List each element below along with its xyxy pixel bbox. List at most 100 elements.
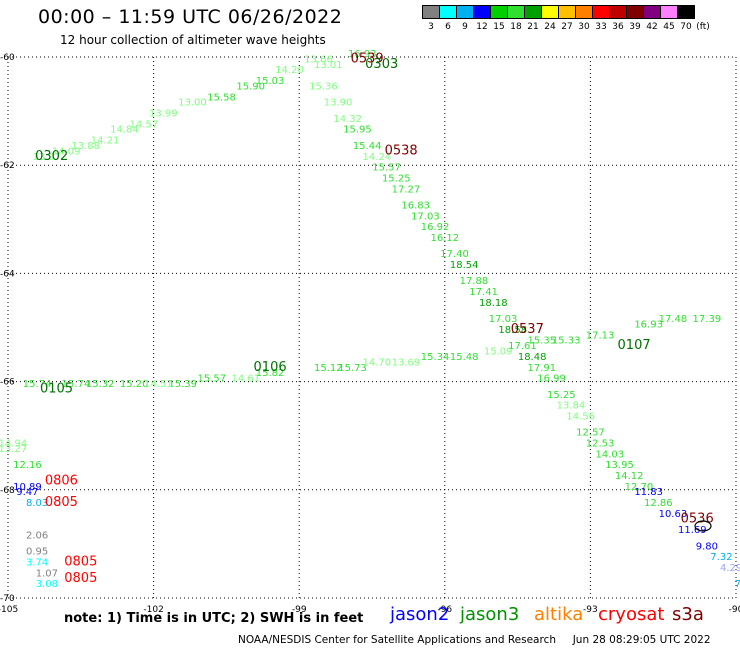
wave-height-value: 9.80 (696, 541, 718, 552)
x-tick-label: -96 (437, 605, 452, 615)
color-scale-label: 18 (510, 22, 522, 32)
color-scale-label: 15 (493, 22, 505, 32)
wave-height-value: 16.92 (421, 222, 450, 233)
wave-height-value: 13.01 (314, 60, 343, 71)
color-scale-label: 30 (578, 22, 590, 32)
wave-height-value: 12.57 (576, 428, 605, 439)
wave-height-value: 0.95 (26, 547, 48, 558)
track-time-label: 0805 (45, 495, 78, 510)
footer-credit: NOAA/NESDIS Center for Satellite Applica… (238, 634, 711, 646)
color-scale-label: 45 (663, 22, 675, 32)
wave-height-value: 13.95 (605, 460, 634, 471)
wave-height-value: 14.70 (363, 357, 392, 368)
coastline-feature (694, 520, 712, 532)
wave-height-value: 14.56 (566, 411, 595, 422)
page-title: 00:00 – 11:59 UTC 06/26/2022 (38, 6, 343, 28)
wave-height-value: 14.21 (91, 136, 120, 147)
wave-height-value: 17.27 (392, 184, 421, 195)
color-scale-swatch (626, 5, 644, 19)
color-scale-swatch (609, 5, 627, 19)
wave-height-value: 14.51 (144, 379, 173, 390)
wave-height-value: 13.66 (304, 54, 333, 65)
y-tick-label: -70 (0, 594, 15, 604)
x-tick-label: -93 (583, 605, 598, 615)
wave-height-value: 14.03 (595, 449, 624, 460)
wave-height-value: 16.12 (430, 233, 459, 244)
legend-item: jason3 (460, 604, 520, 625)
color-scale-swatch (541, 5, 559, 19)
color-scale-label: 3 (428, 22, 434, 32)
wave-height-value: 4.29 (720, 563, 740, 574)
wave-height-value: 15.12 (314, 363, 343, 374)
wave-height-value: 15.25 (382, 173, 411, 184)
wave-height-value: 18.58 (498, 325, 527, 336)
color-scale-label: 36 (612, 22, 624, 32)
wave-height-value: 15.20 (120, 379, 149, 390)
color-scale-swatch (592, 5, 610, 19)
color-scale-label: 12 (476, 22, 488, 32)
map-grid (7, 56, 737, 599)
color-scale-unit: (ft) (696, 22, 710, 32)
track-time-label: 0105 (40, 381, 73, 396)
wave-height-value: 14.32 (333, 114, 362, 125)
wave-height-value: 13.97 (33, 152, 62, 163)
color-scale-swatch (456, 5, 474, 19)
color-scale-swatch (660, 5, 678, 19)
wave-height-value: 13.88 (71, 141, 100, 152)
y-tick-label: -60 (0, 53, 15, 63)
wave-height-value: 14.09 (52, 146, 81, 157)
wave-height-value: 17.41 (469, 287, 498, 298)
wave-height-value: 15.58 (207, 92, 236, 103)
wave-height-value: 15.73 (338, 363, 367, 374)
track-time-label: 0536 (681, 511, 714, 526)
y-tick-label: -62 (0, 161, 15, 171)
wave-height-value: 12.70 (625, 482, 654, 493)
legend-item: s3a (672, 604, 704, 625)
wave-height-value: 14.61 (231, 374, 260, 385)
wave-height-value: 13.84 (557, 401, 586, 412)
legend-item: cryosat (598, 604, 665, 625)
wave-height-value: 13.27 (0, 444, 27, 455)
track-time-label: 0805 (64, 571, 97, 586)
wave-height-value: 13.69 (392, 357, 421, 368)
x-tick-label: -102 (143, 605, 163, 615)
wave-height-value: 15.95 (343, 125, 372, 136)
color-scale-swatch (473, 5, 491, 19)
color-scale-swatch (575, 5, 593, 19)
wave-height-value: 7.32 (710, 552, 732, 563)
credit-text: NOAA/NESDIS Center for Satellite Applica… (238, 634, 556, 646)
color-scale-swatch (524, 5, 542, 19)
wave-height-value: 17.13 (586, 330, 615, 341)
color-scale-label: 6 (445, 22, 451, 32)
track-time-label: 0537 (511, 322, 544, 337)
wave-height-value: 17.03 (411, 211, 440, 222)
y-tick-label: -64 (0, 269, 15, 279)
plot-frame (7, 56, 737, 599)
wave-height-value: 1.07 (36, 568, 58, 579)
color-scale-label: 9 (462, 22, 468, 32)
wave-height-value: 15.36 (309, 81, 338, 92)
wave-height-value: 15.25 (547, 390, 576, 401)
track-time-label: 0106 (254, 360, 287, 375)
wave-height-value: 17.03 (489, 314, 518, 325)
wave-height-value: 8.03 (26, 498, 48, 509)
x-tick-label: -90 (729, 605, 740, 615)
wave-height-value: 17.88 (460, 276, 489, 287)
wave-height-value: 17.61 (508, 341, 537, 352)
wave-height-value: 18.18 (479, 298, 508, 309)
wave-height-value: 9.47 (16, 487, 38, 498)
wave-height-value: 17.39 (693, 314, 722, 325)
wave-height-value: 11.69 (678, 525, 707, 536)
track-time-label: 0805 (64, 555, 97, 570)
wave-height-value: 12.86 (644, 498, 673, 509)
color-scale-swatch (422, 5, 440, 19)
wave-height-value: 15.32 (86, 379, 115, 390)
legend-item: altika (534, 604, 584, 625)
wave-height-value: 15.09 (484, 347, 513, 358)
wave-height-value: 15.34 (421, 352, 450, 363)
y-tick-label: -68 (0, 486, 15, 496)
wave-height-value: 17.91 (528, 363, 557, 374)
color-scale-swatch (677, 5, 695, 19)
wave-height-value: 14.84 (110, 125, 139, 136)
